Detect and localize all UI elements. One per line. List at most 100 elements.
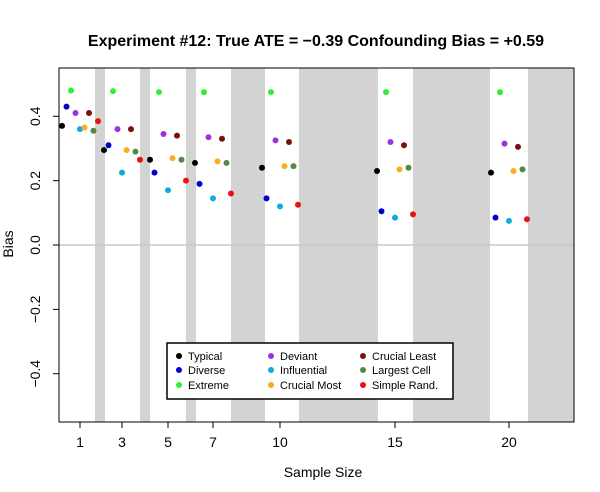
data-point <box>214 158 221 165</box>
data-point <box>101 147 107 154</box>
x-tick-label: 10 <box>272 434 288 450</box>
data-point <box>59 122 65 129</box>
data-point <box>105 142 112 149</box>
data-point <box>519 166 526 173</box>
y-tick-label: 0.2 <box>27 171 43 191</box>
data-point <box>510 167 517 174</box>
x-axis: 1 3 5 7 10 15 20 <box>76 421 517 450</box>
data-point <box>137 156 143 163</box>
data-point <box>165 187 171 194</box>
data-point <box>196 180 203 187</box>
legend-marker <box>176 367 182 373</box>
data-point <box>387 139 394 146</box>
y-tick-label: −0.2 <box>27 295 43 323</box>
data-point <box>169 155 176 162</box>
data-point <box>63 103 70 110</box>
y-tick-label: 0.4 <box>27 106 43 126</box>
data-point <box>77 126 83 133</box>
data-point <box>119 169 125 176</box>
data-point <box>281 163 288 170</box>
data-point <box>515 143 521 150</box>
legend-marker <box>268 367 274 373</box>
data-point <box>72 110 79 117</box>
data-point <box>90 127 97 134</box>
data-point <box>405 164 412 171</box>
data-point <box>228 190 234 197</box>
data-point <box>223 159 230 166</box>
data-point <box>378 208 385 215</box>
data-point <box>174 132 180 139</box>
data-point <box>268 89 274 96</box>
data-points <box>59 87 530 224</box>
data-point <box>396 166 403 173</box>
y-axis-label: Bias <box>0 230 16 257</box>
data-point <box>68 87 74 94</box>
data-point <box>401 142 407 149</box>
data-point <box>277 203 283 210</box>
data-point <box>123 147 130 154</box>
data-point <box>295 201 301 208</box>
data-point <box>506 217 512 224</box>
data-point <box>383 89 389 96</box>
x-tick-label: 5 <box>164 434 172 450</box>
data-point <box>86 110 92 117</box>
data-point <box>147 156 153 163</box>
legend-marker <box>360 353 366 359</box>
y-tick-label: −0.4 <box>27 360 43 388</box>
data-point <box>128 126 134 133</box>
legend-marker <box>268 353 274 359</box>
y-axis: −0.4 −0.2 0.0 0.2 0.4 <box>27 106 60 388</box>
x-axis-label: Sample Size <box>284 464 363 480</box>
legend-label: Deviant <box>280 351 317 363</box>
legend-label: Diverse <box>188 365 225 377</box>
data-point <box>497 89 503 96</box>
legend-label: Crucial Least <box>372 351 436 363</box>
legend: Typical Diverse Extreme Deviant Influential C… <box>166 342 454 400</box>
data-point <box>156 89 162 96</box>
data-point <box>160 130 167 137</box>
data-point <box>263 195 270 202</box>
data-point <box>488 169 494 176</box>
legend-marker <box>176 353 182 359</box>
data-point <box>272 137 279 144</box>
data-point <box>114 126 121 133</box>
data-point <box>201 89 207 96</box>
data-point <box>205 134 212 141</box>
data-point <box>501 140 508 147</box>
data-point <box>178 156 185 163</box>
data-point <box>374 167 380 174</box>
legend-label: Crucial Most <box>280 380 341 392</box>
x-tick-label: 20 <box>501 434 517 450</box>
data-point <box>286 139 292 146</box>
data-point <box>259 164 265 171</box>
y-tick-label: 0.0 <box>27 235 43 255</box>
data-point <box>81 124 88 131</box>
data-point <box>290 163 297 170</box>
x-tick-label: 7 <box>209 434 217 450</box>
data-point <box>392 214 398 221</box>
x-tick-label: 3 <box>118 434 126 450</box>
data-point <box>219 135 225 142</box>
data-point <box>151 169 158 176</box>
data-point <box>192 159 198 166</box>
legend-marker <box>176 382 182 388</box>
legend-marker <box>268 382 274 388</box>
legend-marker <box>360 382 366 388</box>
legend-marker <box>360 367 366 373</box>
legend-label: Typical <box>188 351 222 363</box>
data-point <box>110 88 116 95</box>
data-point <box>183 177 189 184</box>
legend-label: Influential <box>280 365 327 377</box>
data-point <box>492 214 499 221</box>
x-tick-label: 15 <box>387 434 403 450</box>
chart-title: Experiment #12: True ATE = −0.39 Confoun… <box>88 33 544 50</box>
data-point <box>210 195 216 202</box>
data-point <box>132 148 139 155</box>
legend-box <box>166 342 454 400</box>
legend-label: Simple Rand. <box>372 380 438 392</box>
legend-label: Largest Cell <box>372 365 431 377</box>
x-tick-label: 1 <box>76 434 84 450</box>
data-point <box>410 211 416 218</box>
